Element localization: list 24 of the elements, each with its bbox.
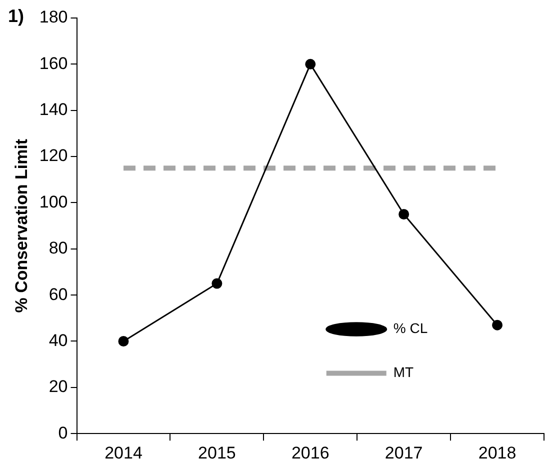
y-tick-label: 20 [48,377,68,396]
x-tick-label: 2015 [198,443,236,462]
y-axis-title: % Conservation Limit [12,138,31,313]
y-tick-label: 100 [39,192,68,212]
y-tick-label: 180 [39,8,68,27]
y-tick-label: 160 [39,54,68,73]
legend-label: % CL [393,320,428,336]
y-tick-label: 120 [39,146,68,166]
point [492,320,503,330]
x-tick-label: 2014 [104,443,142,462]
legend-label: MT [393,364,414,380]
point [118,336,129,346]
point [212,278,222,289]
chart-title: 1) [8,6,24,27]
y-tick-label: 40 [48,330,68,350]
y-tick-label: 0 [58,423,68,442]
x-tick-label: 2016 [291,443,330,462]
point [305,58,316,70]
y-tick-label: 140 [39,100,68,120]
y-tick-label: 80 [48,238,68,258]
x-tick-label: 2018 [478,443,516,462]
x-tick-label: 2017 [384,443,423,462]
y-tick-label: 60 [48,284,68,304]
point [398,209,410,220]
